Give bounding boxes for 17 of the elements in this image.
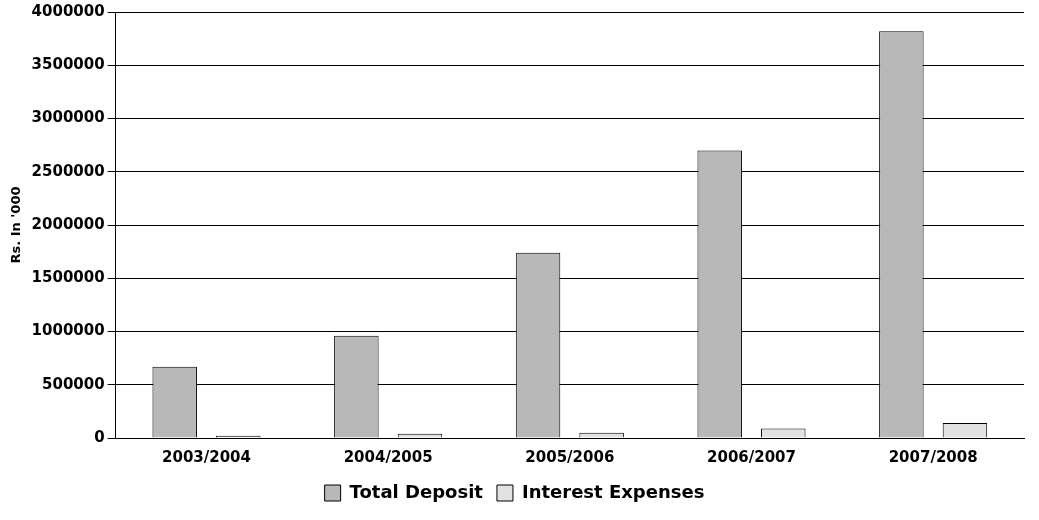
legend-label: Total Deposit — [349, 480, 484, 502]
y-tick-label: 2000000 — [31, 214, 105, 233]
legend-label: Interest Expenses — [521, 480, 705, 502]
y-axis-title: Rs. In '000 — [8, 186, 24, 264]
x-tick-label: 2003/2004 — [162, 447, 251, 466]
y-tick-label: 1000000 — [31, 321, 105, 340]
x-tick-label: 2005/2006 — [525, 447, 615, 466]
y-tick-label: 3500000 — [31, 55, 105, 74]
x-tick-label: 2004/2005 — [343, 447, 433, 466]
y-tick-label: 2500000 — [31, 161, 105, 180]
x-tick-label: 2007/2008 — [888, 447, 978, 466]
x-tick-label: 2006/2007 — [707, 447, 796, 466]
y-tick-label: 1500000 — [31, 268, 105, 287]
y-tick-label: 0 — [94, 427, 105, 446]
y-tick-label: 3000000 — [31, 108, 105, 127]
y-tick-label: 4000000 — [31, 1, 105, 20]
y-tick-label: 500000 — [42, 374, 105, 393]
